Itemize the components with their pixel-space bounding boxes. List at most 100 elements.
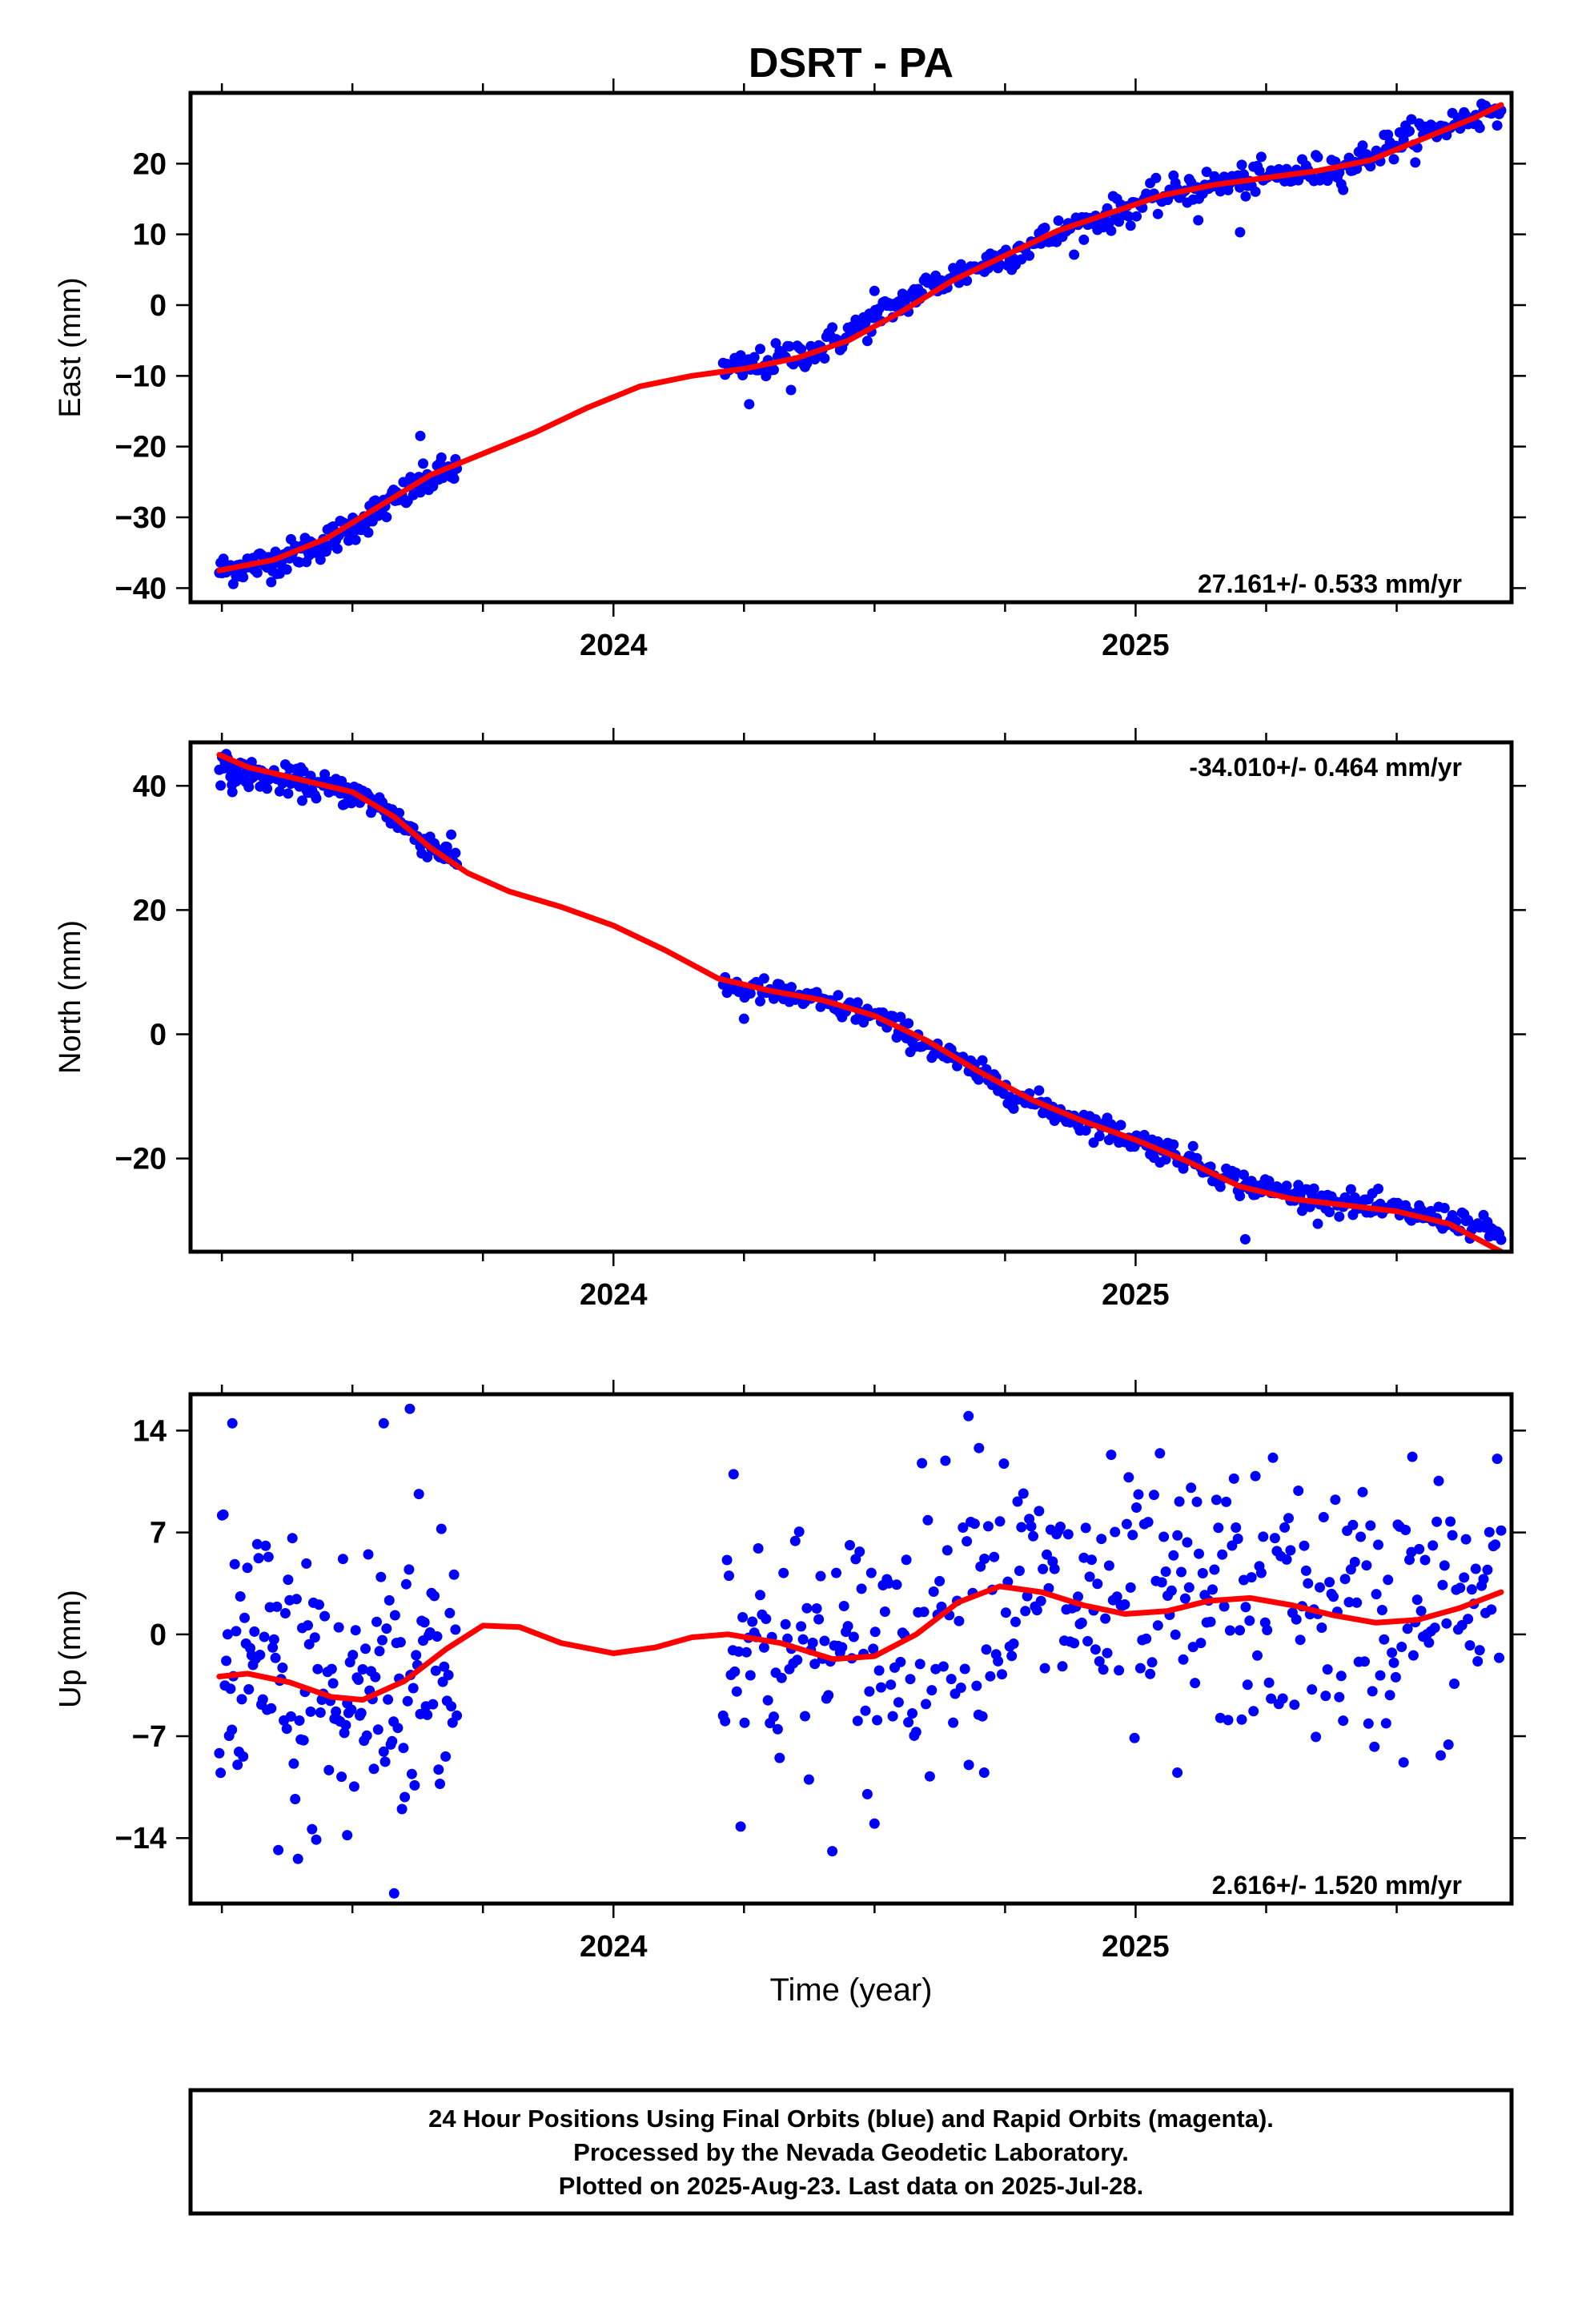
- data-point: [1328, 1591, 1339, 1602]
- data-point: [887, 1711, 898, 1722]
- footer-frame: [188, 2088, 1514, 2216]
- data-point: [448, 1569, 460, 1580]
- data-point: [411, 1650, 422, 1661]
- data-point: [290, 1794, 301, 1804]
- data-point: [753, 1543, 764, 1554]
- data-point: [1390, 1671, 1401, 1683]
- data-point: [1262, 1625, 1273, 1635]
- data-point: [1254, 165, 1265, 176]
- data-point: [747, 1616, 758, 1627]
- footer-box: 24 Hour Positions Using Final Orbits (bl…: [188, 2088, 1514, 2216]
- data-point: [936, 1601, 947, 1612]
- data-point: [353, 1675, 364, 1685]
- data-point: [1086, 1554, 1097, 1566]
- data-point: [433, 1764, 444, 1775]
- data-point: [1016, 1522, 1027, 1533]
- data-point: [1191, 1496, 1203, 1507]
- data-point: [1055, 1522, 1066, 1532]
- data-point: [762, 1695, 773, 1706]
- data-point: [1138, 1129, 1150, 1140]
- data-point: [1121, 1518, 1132, 1530]
- data-point: [770, 338, 781, 349]
- data-point: [1123, 1472, 1134, 1483]
- data-point: [298, 1735, 309, 1746]
- data-point: [1357, 1486, 1368, 1498]
- y-tick-label: −14: [115, 1822, 167, 1856]
- data-point: [287, 1533, 298, 1544]
- data-point: [1160, 1154, 1171, 1165]
- data-point: [1082, 1635, 1094, 1647]
- footer-line-2: Processed by the Nevada Geodetic Laborat…: [573, 2138, 1129, 2166]
- data-point: [782, 1633, 793, 1644]
- y-tick-label: 14: [133, 1414, 167, 1448]
- data-point: [755, 1590, 765, 1601]
- data-point: [360, 1643, 371, 1655]
- data-point: [422, 1709, 433, 1720]
- data-point: [1447, 1530, 1458, 1541]
- data-point: [221, 1655, 232, 1667]
- data-point: [797, 1634, 809, 1645]
- data-point: [974, 1442, 985, 1454]
- data-point: [1293, 1486, 1304, 1496]
- data-point: [1187, 1642, 1199, 1653]
- data-point: [724, 1570, 734, 1582]
- data-point: [227, 1724, 238, 1735]
- data-point: [347, 1650, 359, 1661]
- data-point: [1129, 1732, 1140, 1743]
- data-point: [1324, 1207, 1335, 1217]
- data-point: [1154, 1448, 1166, 1459]
- data-point: [1142, 1517, 1154, 1528]
- data-point: [281, 1723, 292, 1735]
- data-point: [861, 1788, 873, 1799]
- data-point: [1039, 223, 1050, 233]
- data-point: [860, 317, 871, 328]
- data-point: [1235, 227, 1246, 238]
- data-point: [1334, 1691, 1345, 1703]
- data-point: [1172, 1767, 1183, 1778]
- x-tick-label: 2024: [580, 1278, 648, 1312]
- data-point: [263, 1551, 274, 1562]
- data-point: [1279, 1522, 1291, 1533]
- data-point: [1239, 1234, 1251, 1244]
- data-point: [891, 1579, 902, 1590]
- data-point: [1034, 1506, 1045, 1517]
- data-point: [1472, 1656, 1484, 1667]
- data-point: [1125, 220, 1136, 231]
- data-point: [1339, 1574, 1351, 1585]
- data-point: [1410, 157, 1421, 168]
- panel-up: 2024 2025 −14 −7 0 7 14 Up (mm) 2.616+/- 1.520 m…: [54, 1380, 1526, 1964]
- data-point: [1361, 1560, 1372, 1571]
- data-point: [809, 1659, 821, 1670]
- data-point: [1166, 1585, 1177, 1596]
- data-point: [924, 1771, 935, 1782]
- data-point: [270, 1652, 281, 1663]
- data-point: [789, 1535, 801, 1546]
- data-point: [1266, 1693, 1277, 1704]
- data-point: [1119, 1599, 1130, 1610]
- data-point: [749, 352, 760, 363]
- data-point: [955, 1683, 966, 1693]
- data-point: [1463, 1614, 1474, 1625]
- data-point: [273, 1844, 284, 1856]
- data-point: [977, 1055, 988, 1066]
- data-point: [856, 1583, 867, 1594]
- data-point: [1236, 159, 1247, 171]
- data-point: [1176, 1566, 1186, 1578]
- data-point: [883, 1578, 894, 1589]
- y-tick-label: −20: [115, 1143, 167, 1176]
- data-point: [238, 1751, 249, 1762]
- data-point: [1195, 1638, 1207, 1649]
- data-point: [271, 1601, 283, 1612]
- data-point: [1020, 1606, 1031, 1617]
- data-point: [1127, 1530, 1138, 1541]
- data-point: [292, 1853, 303, 1864]
- data-point: [281, 564, 292, 575]
- data-point: [1084, 1571, 1095, 1582]
- data-point: [396, 1803, 408, 1815]
- data-point: [958, 1522, 969, 1533]
- data-point: [823, 1690, 834, 1701]
- data-point: [266, 577, 277, 588]
- data-point: [807, 1637, 818, 1648]
- data-point: [1466, 1584, 1477, 1595]
- data-point: [1376, 1605, 1387, 1615]
